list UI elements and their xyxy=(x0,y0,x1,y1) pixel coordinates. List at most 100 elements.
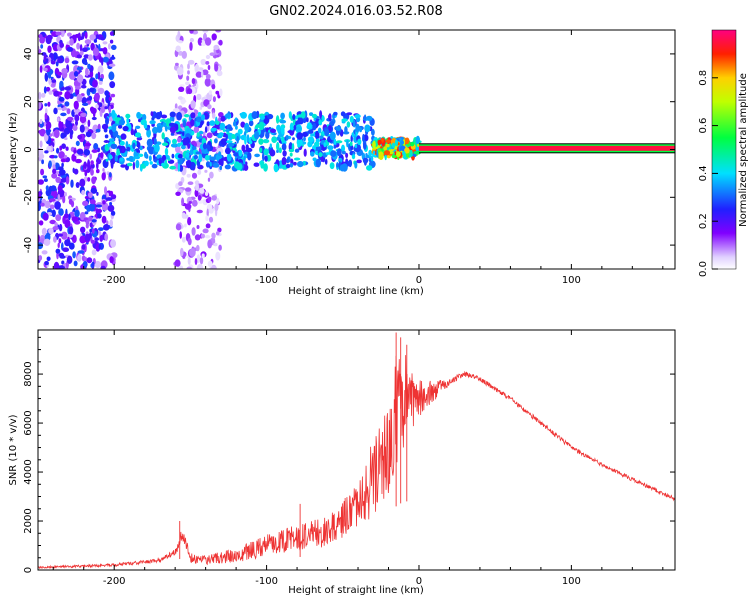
spectrogram-cell xyxy=(44,73,49,82)
spectrogram-cell xyxy=(240,111,248,119)
spectrogram-cell xyxy=(95,128,101,133)
spectrogram-cell xyxy=(184,223,187,228)
spectrogram-cell xyxy=(109,256,114,264)
spectrogram-cell xyxy=(296,138,303,147)
spectrogram-cell xyxy=(105,158,109,162)
spectrogram-cell xyxy=(201,41,207,46)
spectrogram-cell xyxy=(49,219,56,225)
spectrogram-marks xyxy=(38,30,675,269)
spectrogram-cell xyxy=(162,142,169,146)
spectrogram-cell xyxy=(176,111,183,121)
spectrogram-cell xyxy=(60,132,66,139)
spectrogram-cell xyxy=(51,79,57,83)
spectrogram-cell xyxy=(89,199,96,205)
spectrogram-cell xyxy=(82,47,88,52)
spectrogram-cell xyxy=(136,111,142,119)
spectrogram-cell xyxy=(329,131,336,141)
spectrogram-cell xyxy=(354,161,358,169)
spectrogram-cell xyxy=(95,104,99,109)
spectrogram-cell xyxy=(187,88,193,95)
spectrogram-cell xyxy=(191,199,198,207)
spectrogram-cell xyxy=(84,39,92,45)
spectrogram-cell xyxy=(122,125,129,132)
spectrogram-cell xyxy=(314,141,320,148)
spectrogram-cell xyxy=(224,164,231,170)
spectrogram-cell xyxy=(188,201,192,204)
spectrogram-cell xyxy=(175,191,181,196)
tone-track xyxy=(418,145,675,151)
spectrogram-cell xyxy=(101,57,104,66)
spectrogram-cell xyxy=(73,260,78,267)
spectrogram-cell xyxy=(350,145,354,151)
spectrogram-cell xyxy=(102,41,108,45)
spectrogram-cell xyxy=(98,43,101,52)
spectrogram-cell xyxy=(38,234,41,243)
spectrogram-cell xyxy=(82,102,89,106)
spectrogram-cell xyxy=(38,100,42,110)
spectrogram-cell xyxy=(336,148,342,157)
spectrogram-cell xyxy=(67,32,72,37)
spectrogram-cell xyxy=(351,132,355,138)
spectrogram-cell xyxy=(196,93,202,101)
spectrogram-y-axis-label: Frequency (Hz) xyxy=(8,112,19,188)
spectrogram-cell xyxy=(309,112,314,116)
spectrogram-cell xyxy=(201,70,204,78)
spectrogram-cell xyxy=(385,139,391,143)
spectrogram-cell xyxy=(46,145,52,153)
spectrogram-cell xyxy=(191,78,196,85)
spectrogram-cell xyxy=(241,144,246,152)
spectrogram-cell xyxy=(74,114,80,122)
spectrogram-cell xyxy=(149,161,153,165)
spectrogram-cell xyxy=(199,187,205,194)
spectrogram-cell xyxy=(102,47,108,55)
spectrogram-cell xyxy=(196,244,200,252)
spectrogram-cell xyxy=(76,149,84,155)
spectrogram-cell xyxy=(175,62,179,66)
spectrogram-cell xyxy=(269,128,277,133)
spectrogram-cell xyxy=(86,257,93,264)
spectrogram-cell xyxy=(38,130,42,134)
spectrogram-cell xyxy=(111,54,115,60)
spectrogram-cell xyxy=(100,152,104,159)
spectrogram-cell xyxy=(161,162,166,167)
spectrogram-cell xyxy=(61,177,67,183)
spectrogram-cell xyxy=(135,125,141,129)
spectrogram-cell xyxy=(224,129,230,132)
spectrogram-cell xyxy=(355,123,360,133)
spectrogram-cell xyxy=(362,133,365,143)
spectrogram-cell xyxy=(276,136,280,141)
spectrogram-cell xyxy=(46,232,50,238)
spectrogram-cell xyxy=(237,128,243,135)
snr-y-tick-label: 4000 xyxy=(23,459,34,484)
spectrogram-cell xyxy=(43,238,51,246)
spectrogram-cell xyxy=(205,223,211,229)
spectrogram-cell xyxy=(169,126,176,134)
spectrogram-cell xyxy=(84,31,88,39)
spectrogram-cell xyxy=(66,108,71,115)
spectrogram-cell xyxy=(47,71,52,79)
spectrogram-cell xyxy=(69,38,74,46)
spectrogram-cell xyxy=(181,212,186,219)
spectrogram-cell xyxy=(187,217,192,226)
spectrogram-cell xyxy=(108,112,112,117)
spectrogram-cell xyxy=(385,143,390,148)
spectrogram-cell xyxy=(372,150,376,155)
spectrogram-cell xyxy=(70,179,74,188)
spectrogram-cell xyxy=(327,145,334,151)
spectrogram-cell xyxy=(214,138,218,144)
spectrogram-cell xyxy=(110,210,116,216)
spectrogram-cell xyxy=(273,163,279,173)
spectrogram-cell xyxy=(76,93,83,103)
spectrogram-cell xyxy=(394,146,398,150)
spectrogram-cell xyxy=(85,131,92,138)
spectrogram-cell xyxy=(42,175,48,179)
spectrogram-cell xyxy=(84,142,92,147)
spectrogram-cell xyxy=(177,142,181,147)
spectrogram-cell xyxy=(285,163,291,169)
spectrogram-cell xyxy=(164,147,169,156)
spectrogram-cell xyxy=(204,191,209,197)
spectrogram-cell xyxy=(109,202,113,206)
spectrogram-cell xyxy=(352,119,356,128)
spectrogram-cell xyxy=(346,121,351,128)
spectrogram-cell xyxy=(91,228,95,234)
